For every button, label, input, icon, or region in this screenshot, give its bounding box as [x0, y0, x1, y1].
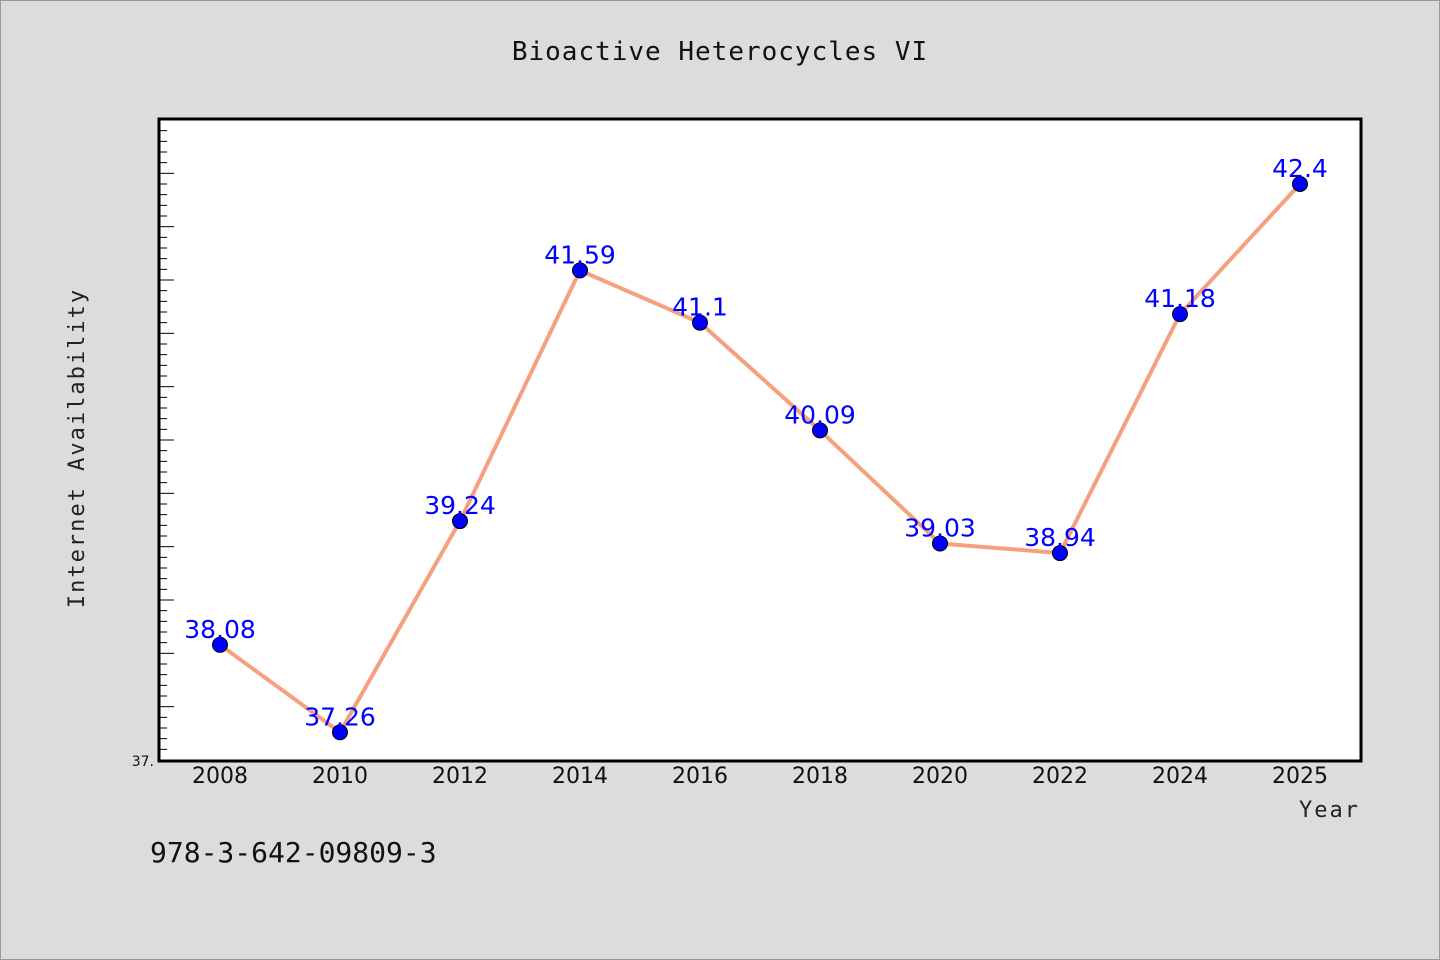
data-point-marker	[1172, 306, 1188, 323]
series-line-group	[218, 182, 1302, 735]
x-axis-title: Year	[1299, 798, 1360, 823]
plot-area	[157, 117, 1363, 763]
data-point-marker	[572, 262, 588, 279]
x-tick-label: 2024	[1152, 764, 1208, 789]
data-label: 42.4	[1272, 154, 1328, 183]
data-label: 38.08	[184, 615, 256, 644]
data-label: 39.03	[904, 513, 976, 542]
data-point-marker	[1292, 176, 1308, 192]
data-label: 41.59	[544, 240, 616, 269]
x-tick-label: 2016	[672, 764, 728, 789]
x-tick-label: 2008	[192, 764, 248, 789]
data-point-marker	[212, 636, 228, 653]
data-labels: 38.08 37.26 39.24 41.59 41.1 40.09 39.03 38.94 4…	[184, 154, 1328, 731]
data-point-marker	[932, 535, 948, 552]
x-tick-label: 2020	[912, 764, 968, 789]
data-point-marker	[692, 314, 708, 331]
y-axis-title: Internet Availability	[65, 288, 90, 608]
data-label: 38.94	[1024, 523, 1096, 552]
y-axis-ticks	[160, 130, 174, 761]
data-label: 39.24	[424, 491, 496, 520]
x-tick-label: 2025	[1272, 764, 1328, 789]
isbn-footnote: 978-3-642-09809-3	[150, 836, 437, 869]
data-point-marker	[1052, 545, 1068, 562]
data-point-marker	[812, 422, 828, 439]
y-min-tick-label: 37.	[132, 754, 154, 770]
series-line	[218, 182, 1302, 735]
chart-title: Bioactive Heterocycles VI	[512, 37, 928, 67]
data-label: 40.09	[784, 400, 856, 429]
series-markers	[212, 176, 1308, 741]
data-label: 41.1	[672, 293, 728, 322]
data-point-marker	[452, 513, 468, 530]
x-tick-label: 2018	[792, 764, 848, 789]
data-label: 37.26	[304, 702, 376, 731]
data-point-marker	[332, 724, 348, 741]
x-axis-tick-labels: 2008 2010 2012 2014 2016 2018 2020 2022 2024 2025	[192, 764, 1328, 789]
data-label: 41.18	[1144, 284, 1216, 313]
x-tick-label: 2010	[312, 764, 368, 789]
x-tick-label: 2022	[1032, 764, 1088, 789]
x-tick-label: 2012	[432, 764, 488, 789]
x-tick-label: 2014	[552, 764, 608, 789]
